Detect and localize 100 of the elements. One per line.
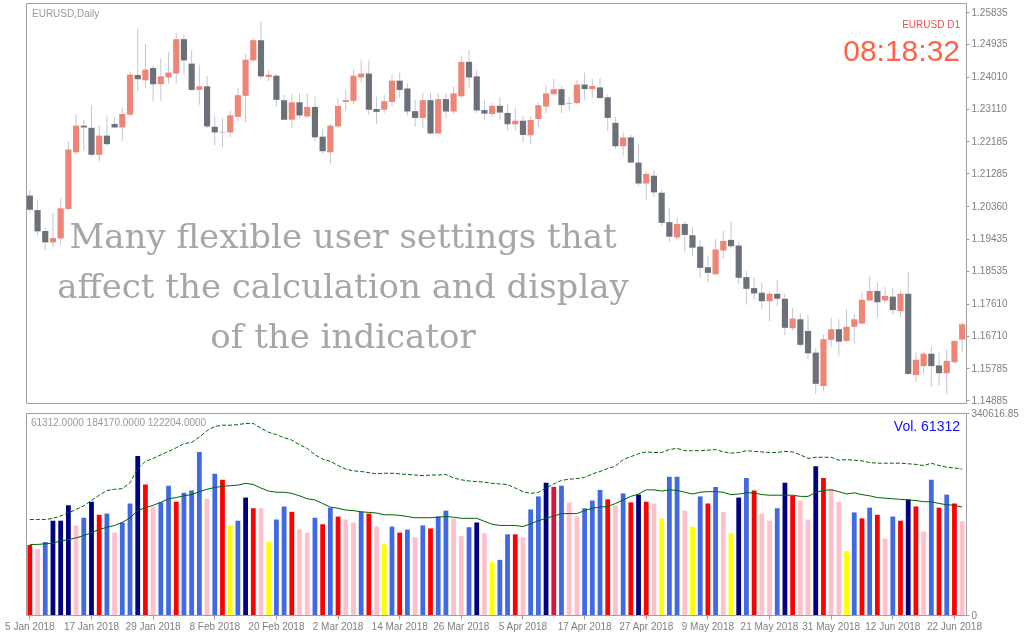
y-tick-label: 1.24935 — [971, 38, 1009, 50]
x-tick-label: 26 Mar 2018 — [433, 620, 490, 632]
bar — [143, 484, 148, 615]
candlestick — [589, 78, 596, 99]
bar — [150, 506, 156, 615]
bar — [482, 533, 487, 615]
bar — [628, 502, 634, 615]
y-tick-label: 1.23110 — [971, 103, 1008, 115]
bar — [428, 528, 433, 615]
candlestick — [442, 92, 449, 120]
bar — [720, 511, 726, 615]
bar — [358, 511, 364, 615]
bar — [112, 532, 117, 615]
bar — [697, 496, 703, 615]
bar — [497, 559, 503, 615]
y-tick-label: 1.19435 — [971, 233, 1009, 245]
candlestick — [412, 99, 419, 128]
candlestick — [381, 94, 388, 114]
candlestick — [26, 189, 33, 214]
bar — [659, 518, 665, 615]
annotation: Vol. 61312 — [893, 418, 961, 434]
bar — [551, 486, 557, 615]
bar — [474, 522, 480, 615]
bar — [813, 466, 819, 615]
line-series — [29, 482, 963, 545]
candlestick — [573, 79, 580, 105]
candlestick — [851, 313, 858, 345]
candlestick — [858, 291, 866, 325]
bar — [898, 520, 903, 615]
candlestick — [334, 97, 342, 129]
bar — [458, 536, 464, 615]
candlestick — [874, 281, 881, 318]
y-tick-label: 1.25835 — [971, 6, 1009, 18]
bar — [605, 499, 611, 615]
x-tick-label: 8 Feb 2018 — [189, 620, 241, 632]
bar — [636, 494, 641, 615]
y-tick-label: 1.15785 — [971, 362, 1009, 374]
candlestick — [612, 116, 619, 150]
candlestick — [566, 96, 573, 111]
bar — [173, 501, 179, 615]
x-tick-label: 27 Apr 2018 — [619, 620, 674, 632]
bar — [690, 526, 695, 615]
bar — [397, 532, 403, 615]
candlestick — [604, 94, 611, 132]
bar — [797, 500, 803, 615]
candlestick — [388, 74, 396, 107]
candlestick — [465, 49, 473, 89]
candlestick — [643, 171, 650, 201]
x-tick-label: 2 Mar 2018 — [312, 620, 364, 632]
candlestick — [227, 110, 234, 138]
x-tick-label: 5 Jan 2018 — [5, 620, 56, 632]
candlestick — [119, 107, 126, 142]
bar — [828, 488, 834, 615]
bar — [774, 508, 780, 615]
candlestick — [103, 114, 110, 147]
bar — [851, 512, 857, 615]
bar — [35, 549, 40, 615]
bar — [875, 514, 880, 615]
y-tick-label: 1.18535 — [971, 265, 1009, 277]
y-tick-label: 1.21285 — [971, 167, 1009, 179]
bar — [42, 542, 48, 615]
bar — [620, 493, 626, 615]
candlestick — [935, 352, 943, 387]
y-tick-label: 0 — [971, 609, 978, 621]
bar — [274, 519, 279, 615]
candlestick — [49, 212, 57, 248]
candlestick — [543, 85, 550, 114]
bar — [643, 501, 649, 615]
candlestick — [804, 314, 812, 360]
candlestick — [150, 64, 157, 102]
bar — [351, 522, 356, 615]
candlestick — [250, 37, 257, 63]
bar — [119, 522, 125, 615]
candlestick — [34, 200, 41, 236]
bar — [959, 521, 965, 615]
bar — [713, 486, 718, 615]
bar — [289, 511, 295, 615]
candlestick — [897, 290, 904, 318]
bar — [58, 520, 64, 615]
bar — [952, 503, 957, 615]
bar — [304, 532, 310, 615]
bar — [220, 479, 225, 615]
candlestick — [758, 281, 765, 310]
bar — [158, 502, 164, 615]
bar — [451, 518, 457, 615]
candlestick — [835, 318, 842, 356]
candlestick — [882, 286, 889, 304]
x-tick-label: 17 Jan 2018 — [63, 620, 120, 632]
bar — [559, 485, 564, 615]
x-tick-label: 29 Jan 2018 — [125, 620, 182, 632]
bar — [297, 529, 302, 615]
x-tick-label: 22 Jun 2018 — [926, 620, 983, 632]
x-tick-label: 20 Feb 2018 — [248, 620, 305, 632]
bar — [867, 507, 873, 615]
bar — [327, 507, 333, 615]
candlestick — [620, 131, 627, 156]
x-tick-label: 31 May 2018 — [802, 620, 861, 632]
candlestick — [234, 87, 241, 122]
x-tick-label: 14 Mar 2018 — [371, 620, 429, 632]
candlestick — [504, 103, 511, 131]
